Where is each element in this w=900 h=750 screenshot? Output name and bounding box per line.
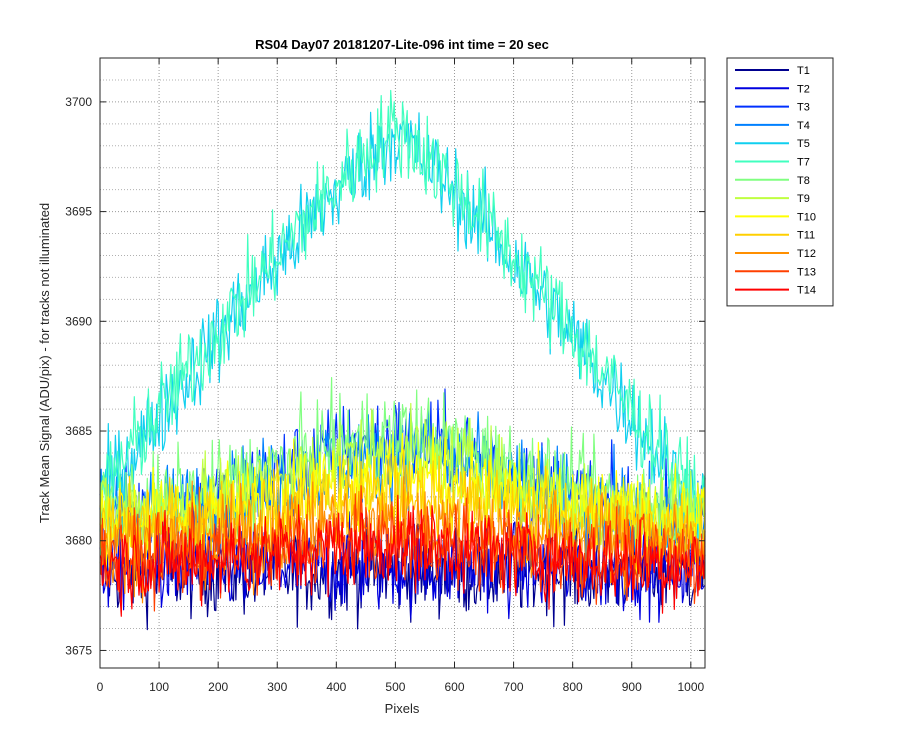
legend-entry: T14 [797, 285, 816, 297]
legend-entry: T12 [797, 248, 816, 260]
x-axis-label: Pixels [385, 701, 420, 716]
x-tick-label: 800 [563, 680, 583, 694]
x-tick-label: 400 [326, 680, 346, 694]
legend-entry: T8 [797, 175, 810, 187]
legend-entry: T4 [797, 120, 810, 132]
legend-entry: T5 [797, 138, 810, 150]
x-tick-label: 0 [97, 680, 104, 694]
y-tick-label: 3675 [65, 643, 92, 657]
legend-entry: T9 [797, 193, 810, 205]
x-tick-label: 500 [385, 680, 405, 694]
plot-frame [99, 57, 706, 669]
series-line-t7 [99, 89, 706, 557]
y-tick-label: 3685 [65, 424, 92, 438]
legend-entry: T10 [797, 211, 816, 223]
legend-entry: T1 [797, 65, 810, 77]
series-line-t14 [99, 494, 706, 617]
x-tick-label: 200 [208, 680, 228, 694]
y-tick-label: 3680 [65, 534, 92, 548]
y-tick-label: 3700 [65, 95, 92, 109]
y-tick-label: 3695 [65, 205, 92, 219]
y-tick-label: 3690 [65, 314, 92, 328]
x-tick-label: 600 [444, 680, 464, 694]
legend: T1 T2 T3 T4 T5 T7 T8 T9 T10 T11 T12 T13 T14 [726, 57, 834, 307]
legend-entry: T3 [797, 102, 810, 114]
x-tick-label: 300 [267, 680, 287, 694]
x-tick-label: 1000 [677, 680, 704, 694]
x-tick-label: 900 [622, 680, 642, 694]
chart-title: RS04 Day07 20181207-Lite-096 int time = … [255, 37, 549, 52]
legend-entry: T7 [797, 157, 810, 169]
x-tick-label: 100 [149, 680, 169, 694]
legend-entry: T11 [797, 230, 815, 242]
legend-entry: T13 [797, 266, 816, 278]
x-tick-label: 700 [504, 680, 524, 694]
y-axis-label: Track Mean Signal (ADU/pix) - for tracks… [37, 203, 52, 523]
axis-ticks: 0 100 200 300 400 500 600 700 800 900 1000 3675 3680… [65, 58, 705, 694]
legend-entry: T2 [797, 83, 810, 95]
legend-box [726, 57, 834, 307]
series-layer [99, 89, 706, 631]
